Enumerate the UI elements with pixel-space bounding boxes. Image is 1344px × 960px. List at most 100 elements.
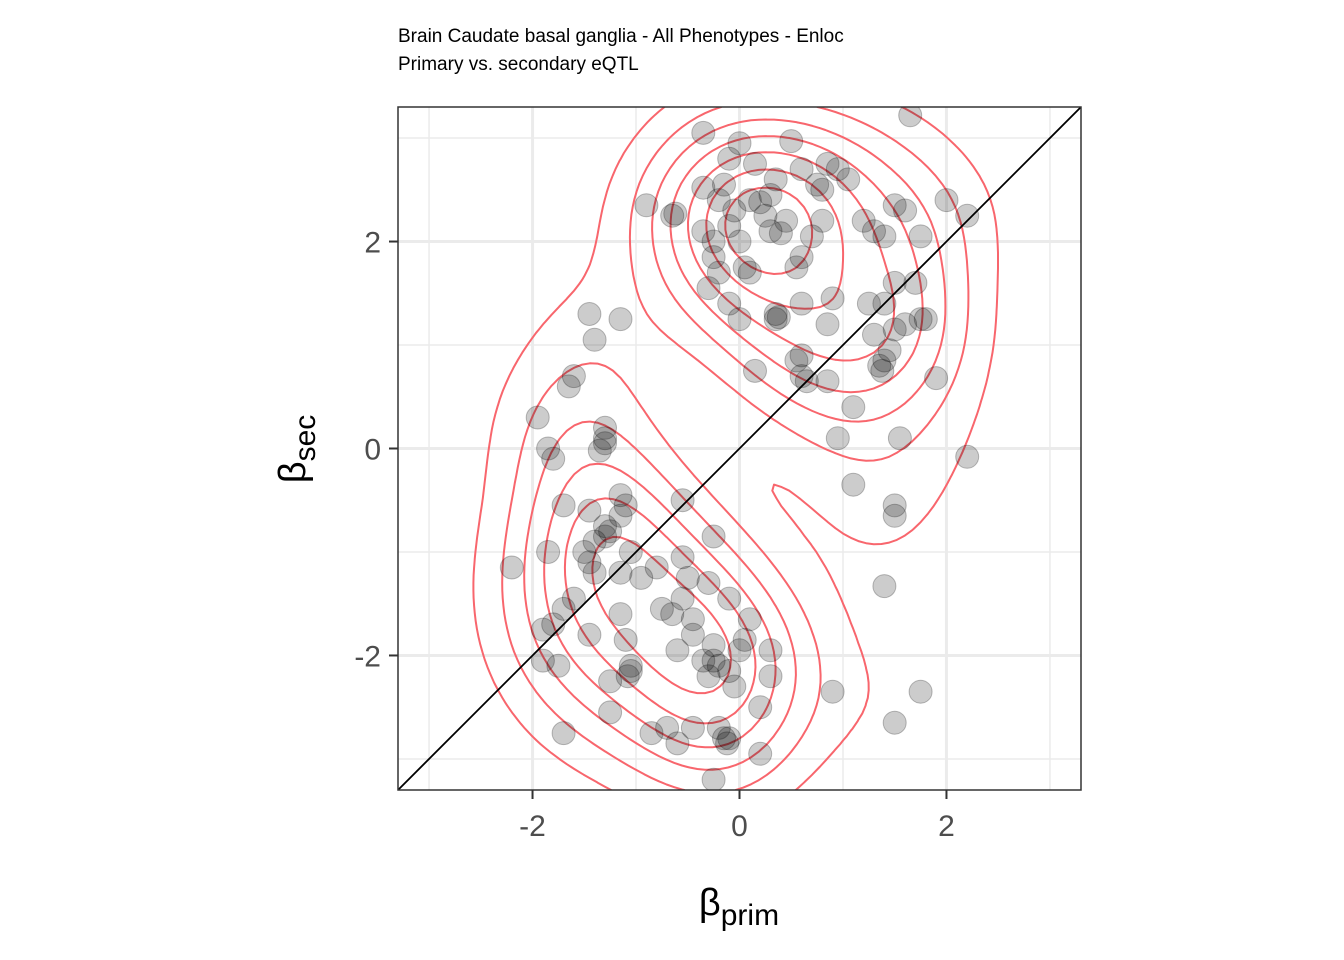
data-point [784, 255, 809, 280]
density-contours [472, 107, 999, 790]
data-point [758, 664, 783, 689]
data-point [717, 659, 742, 683]
density-contour [591, 168, 845, 695]
density-contour [501, 107, 970, 790]
data-point [561, 364, 586, 389]
data-point [541, 446, 566, 471]
data-point [706, 653, 731, 678]
data-point [913, 307, 938, 332]
data-point [862, 322, 886, 347]
x-axis-sub: prim [721, 899, 779, 932]
data-point [701, 245, 726, 270]
data-point [608, 560, 633, 585]
data-point [675, 565, 700, 590]
points [499, 107, 980, 790]
data-point [758, 183, 783, 207]
data-point [541, 612, 566, 637]
data-point [593, 514, 617, 539]
data-point [870, 358, 895, 383]
data-point [598, 519, 623, 544]
data-point [696, 571, 721, 595]
data-point [887, 426, 912, 451]
data-point [872, 574, 897, 599]
data-point [867, 353, 892, 378]
data-point [618, 540, 643, 564]
data-point [717, 291, 742, 316]
data-point [608, 602, 633, 627]
data-point [748, 741, 773, 766]
y-axis-sub: sec [289, 415, 322, 462]
data-point [660, 602, 685, 627]
data-point [717, 586, 742, 611]
data-point [665, 731, 690, 756]
data-point [815, 312, 840, 337]
data-point [608, 307, 633, 332]
data-point [577, 622, 602, 647]
data-point [701, 648, 726, 673]
data-point [577, 498, 602, 523]
data-point [743, 358, 767, 383]
data-point [955, 444, 980, 469]
data-point [877, 338, 902, 363]
data-point [768, 221, 793, 246]
data-point [660, 203, 685, 228]
data-point [753, 203, 778, 228]
data-point [536, 436, 561, 461]
data-point [882, 493, 907, 518]
x-axis-greek: β [699, 882, 721, 924]
data-point [615, 664, 640, 689]
data-point [810, 177, 835, 202]
data-point [841, 395, 866, 420]
density-contour [472, 107, 999, 790]
data-point [908, 224, 933, 249]
data-point [737, 260, 762, 285]
data-point [908, 679, 933, 704]
density-contour [563, 151, 896, 725]
data-point [499, 555, 524, 580]
x-tick-label: 0 [731, 810, 748, 843]
data-point [551, 493, 576, 518]
data-point [546, 653, 571, 678]
data-point [582, 327, 607, 352]
data-point [825, 426, 850, 451]
data-point [629, 565, 654, 590]
chart-title: Brain Caudate basal ganglia - All Phenot… [398, 26, 844, 47]
data-point [696, 276, 721, 301]
data-point [934, 188, 959, 213]
data-point [663, 201, 688, 226]
data-point [893, 312, 918, 337]
data-point [882, 193, 907, 218]
data-point [774, 208, 799, 233]
data-point [670, 488, 695, 513]
data-point [908, 307, 933, 332]
y-tick-label: -2 [354, 640, 381, 673]
data-point [691, 648, 716, 673]
data-point [779, 129, 804, 154]
data-point [763, 167, 788, 192]
data-point [882, 317, 907, 342]
data-point [748, 695, 773, 720]
data-point [670, 586, 695, 611]
data-point [794, 369, 819, 394]
data-point [815, 151, 840, 176]
data-point [748, 190, 773, 215]
data-point [758, 219, 783, 244]
data-point [691, 219, 716, 244]
data-point [882, 710, 907, 735]
data-point [655, 715, 680, 740]
data-point [706, 188, 731, 213]
data-point [577, 302, 602, 326]
y-tick-label: 2 [364, 227, 381, 260]
data-point [613, 493, 638, 518]
data-point [893, 198, 918, 223]
data-point [556, 374, 581, 399]
data-point [732, 255, 757, 280]
data-point [582, 560, 607, 585]
data-point [727, 131, 752, 156]
identity-line [398, 107, 1081, 790]
data-point [577, 550, 602, 575]
data-point [680, 622, 705, 647]
data-point [665, 638, 690, 663]
x-axis-title: βprim [699, 882, 779, 932]
y-axis-greek: β [272, 461, 314, 483]
